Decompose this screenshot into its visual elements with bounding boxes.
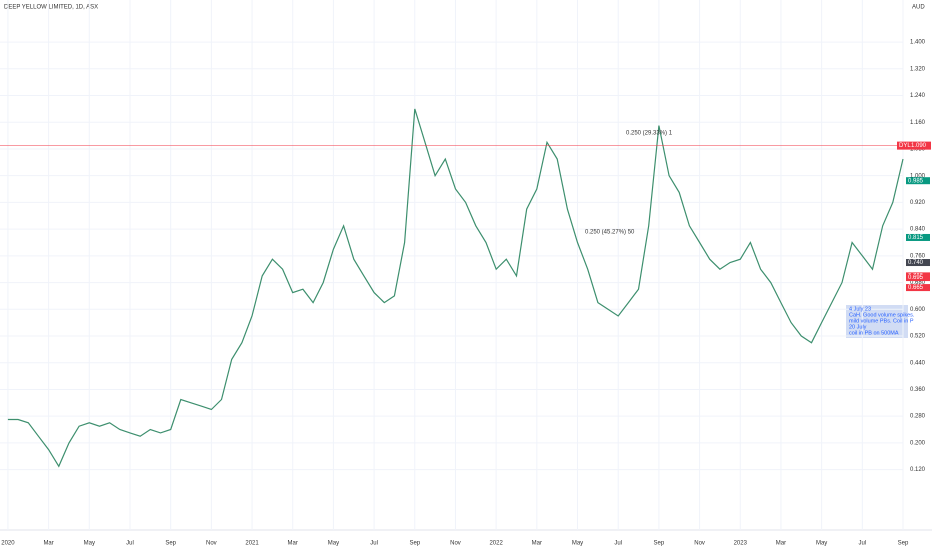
price-label: 0.815: [908, 235, 924, 241]
x-tick-label: Sep: [898, 541, 909, 547]
price-label-box: [906, 274, 930, 282]
y-tick-label: 1.400: [910, 40, 926, 46]
annotation: CaH. Good volume spikes.: [849, 312, 915, 318]
x-tick-label: May: [328, 541, 339, 547]
x-tick-label: Sep: [409, 541, 420, 547]
x-tick-label: 2020: [1, 541, 15, 547]
price-label-box: [906, 284, 930, 292]
y-tick-label: 0.920: [910, 200, 926, 206]
y-tick-label: 0.360: [910, 387, 926, 393]
y-tick-label: 1.240: [910, 93, 926, 99]
last-price-name: DYL: [899, 143, 911, 149]
y-tick-label: 1.000: [910, 173, 926, 179]
x-tick-label: Sep: [654, 541, 665, 547]
annotation: coil in PB on 500MA: [849, 330, 899, 336]
y-tick-label: 0.680: [910, 280, 926, 286]
x-tick-label: Mar: [532, 541, 542, 547]
x-tick-label: May: [84, 541, 95, 547]
y-tick-label: 0.600: [910, 307, 926, 313]
price-label-box: [906, 259, 930, 267]
annotation: mild volume PBs. Coil in P: [849, 318, 914, 324]
y-tick-label: 0.280: [910, 414, 926, 420]
y-tick-label: 1.320: [910, 66, 926, 72]
x-tick-label: Nov: [450, 541, 461, 547]
annotation: 4 July 23: [849, 306, 871, 312]
x-tick-label: Sep: [165, 541, 176, 547]
annotation: 20 July: [849, 324, 867, 330]
price-line: [7, 108, 904, 468]
x-tick-label: Jul: [858, 541, 866, 547]
annotation: 0.250 (45.27%) 50: [585, 230, 635, 236]
x-tick-label: Mar: [776, 541, 786, 547]
x-tick-label: Mar: [43, 541, 53, 547]
y-tick-label: 0.120: [910, 467, 926, 473]
note-box: [846, 305, 908, 338]
y-tick-label: 0.840: [910, 227, 926, 233]
x-tick-label: Jul: [614, 541, 622, 547]
x-tick-label: 2023: [734, 541, 748, 547]
x-tick-label: Jul: [370, 541, 378, 547]
x-tick-label: 2022: [489, 541, 503, 547]
x-tick-label: Mar: [288, 541, 298, 547]
x-tick-label: Nov: [206, 541, 217, 547]
y-tick-label: 1.160: [910, 120, 926, 126]
last-price-label: 1.090: [911, 143, 927, 149]
x-tick-label: May: [572, 541, 583, 547]
price-label: 0.665: [908, 285, 924, 291]
price-label-box: [906, 233, 930, 241]
price-label: 0.740: [908, 260, 924, 266]
price-label: 0.985: [908, 178, 924, 184]
last-price-box: [897, 141, 931, 150]
y-tick-label: 0.760: [910, 253, 926, 259]
price-label: 0.695: [908, 275, 924, 281]
price-label-box: [906, 177, 930, 185]
x-tick-label: May: [816, 541, 827, 547]
annotation: 0.250 (29.33%) 1: [626, 131, 673, 137]
x-tick-label: 2021: [245, 541, 259, 547]
y-tick-label: 0.440: [910, 360, 926, 366]
x-tick-label: Jul: [126, 541, 134, 547]
y-tick-label: 0.520: [910, 334, 926, 340]
x-tick-label: Nov: [694, 541, 705, 547]
currency: AUD: [912, 5, 925, 11]
y-tick-label: 0.200: [910, 440, 926, 446]
chart-title: DEEP YELLOW LIMITED, 1D, ASX: [4, 5, 98, 11]
